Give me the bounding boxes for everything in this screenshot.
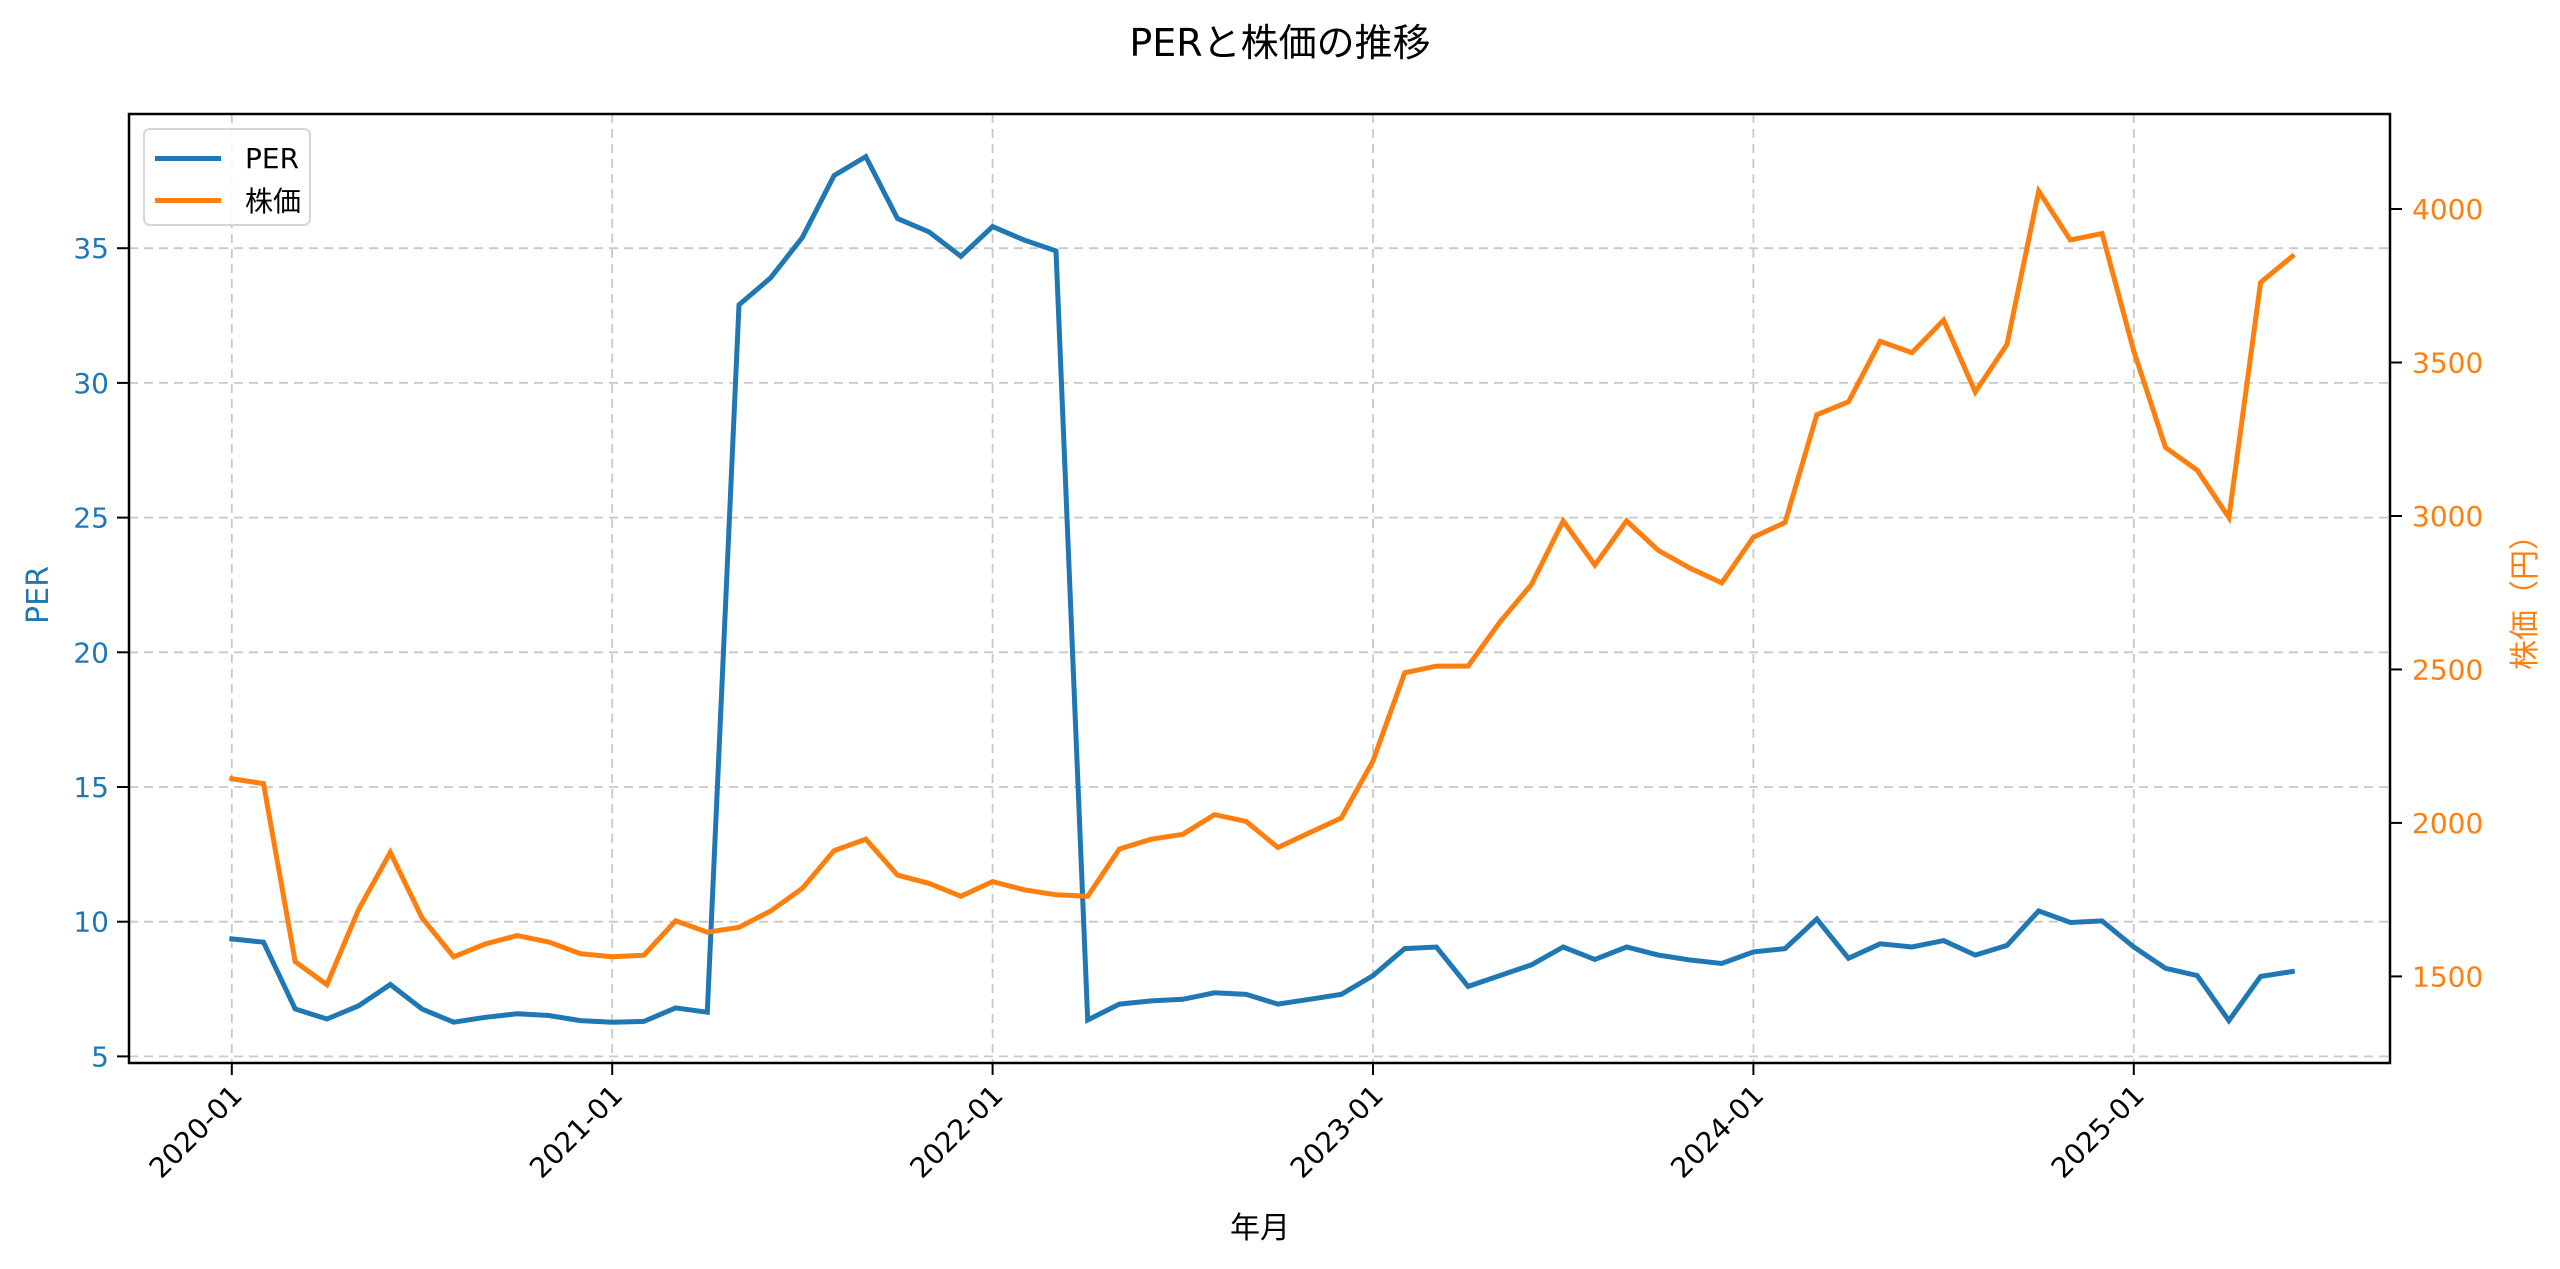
legend-label: PER: [245, 141, 300, 175]
right-y-tick-label: 2000: [2412, 807, 2483, 840]
legend-item-price: 株価: [155, 180, 301, 220]
right-y-tick-label: 2500: [2412, 653, 2483, 686]
per-line-swatch-icon: [155, 155, 221, 161]
right-y-tick-label: 3000: [2412, 500, 2483, 533]
left-y-tick-label: 15: [73, 771, 109, 804]
x-tick-label: 2025-01: [2045, 1079, 2151, 1185]
right-y-tick-label: 1500: [2412, 960, 2483, 993]
right-y-tick-label: 3500: [2412, 347, 2483, 380]
left-y-tick-label: 25: [73, 502, 109, 535]
chart-title: PERと株価の推移: [1129, 21, 1431, 65]
price-line-swatch-icon: [155, 197, 221, 203]
gridlines: [129, 114, 2390, 1063]
per-line: [229, 153, 2296, 1025]
right-y-tick-label: 4000: [2412, 193, 2483, 226]
price-line: [228, 184, 2296, 989]
x-tick-label: 2021-01: [523, 1079, 629, 1185]
data-lines: [228, 153, 2296, 1025]
x-tick-label: 2023-01: [1284, 1079, 1390, 1185]
left-y-tick-label: 35: [73, 232, 109, 265]
legend-item-per: PER: [155, 138, 299, 178]
left-y-tick-label: 10: [73, 906, 109, 939]
left-axis-ticks: 5 10 15 20 25 30 35: [73, 232, 129, 1073]
left-y-tick-label: 5: [91, 1040, 109, 1073]
x-tick-label: 2022-01: [903, 1079, 1009, 1185]
x-tick-label: 2024-01: [1664, 1079, 1770, 1185]
right-axis-label: 株価（円）: [2508, 520, 2543, 670]
axes-frame: [127, 112, 2392, 1065]
left-y-tick-label: 30: [73, 367, 109, 400]
x-axis-label: 年月: [1230, 1211, 1290, 1246]
left-axis-label: PER: [21, 566, 56, 624]
right-axis-ticks: 1500 2000 2500 3000 3500 4000: [2390, 193, 2483, 993]
x-tick-label: 2020-01: [143, 1079, 249, 1185]
legend-label: 株価: [245, 185, 302, 218]
legend: PER 株価: [143, 128, 311, 226]
x-axis-ticks: 2020-01 2021-01 2022-01 2023-01 2024-01 2025-…: [143, 1063, 2151, 1185]
left-y-tick-label: 20: [73, 636, 109, 669]
